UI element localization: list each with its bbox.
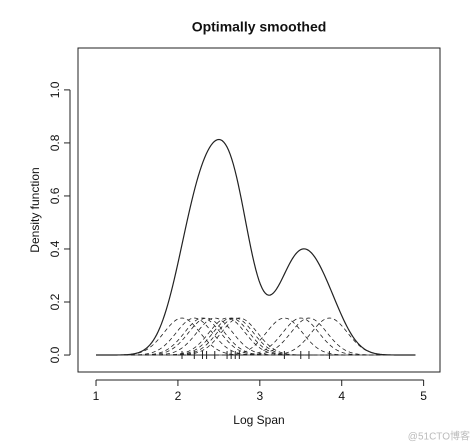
y-tick-label: 0.6: [48, 187, 62, 204]
rug-mark: [235, 351, 244, 360]
y-tick-label: 0.8: [48, 134, 62, 151]
x-tick-label: 2: [175, 389, 182, 403]
x-tick-label: 3: [256, 389, 263, 403]
density-curve: [96, 138, 416, 356]
rug-mark: [202, 351, 211, 360]
rug-mark: [190, 351, 199, 360]
y-tick-label: 0.4: [48, 240, 62, 257]
x-tick-label: 1: [93, 389, 100, 403]
rug-mark: [325, 351, 334, 360]
rug-mark: [210, 351, 219, 360]
y-axis-label: Density function: [28, 167, 42, 252]
plot-frame: [77, 47, 441, 373]
y-tick-label: 0.0: [48, 346, 62, 363]
kernel-curve: [96, 317, 416, 356]
rug-mark: [296, 351, 305, 360]
x-axis-label: Log Span: [233, 413, 284, 427]
kernel-curve: [96, 317, 416, 356]
x-tick-label: 4: [338, 389, 345, 403]
kernel-curve: [96, 317, 416, 356]
rug-mark: [304, 351, 313, 360]
watermark: @51CTO博客: [408, 430, 470, 443]
y-tick-label: 0.2: [48, 293, 62, 310]
x-tick-label: 5: [420, 389, 427, 403]
chart-title: Optimally smoothed: [192, 19, 327, 35]
rug-mark: [178, 351, 187, 360]
rug-mark: [280, 351, 289, 360]
y-tick-label: 1.0: [48, 81, 62, 98]
